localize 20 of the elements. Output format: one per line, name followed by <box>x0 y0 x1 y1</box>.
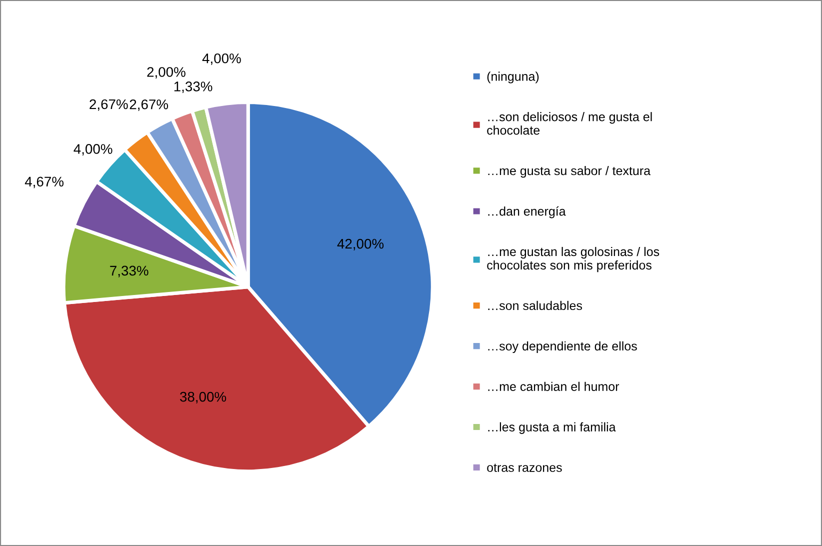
data-label: 4,67% <box>24 176 64 188</box>
data-label: 4,00% <box>74 144 112 156</box>
data-label: 2,67% <box>130 99 168 111</box>
legend-label: …me gustan las golosinas / los chocolates son mis preferidos <box>487 246 660 272</box>
legend-label: …les gusta a mi familia <box>488 422 616 434</box>
data-label: 2,00% <box>147 67 186 79</box>
legend-label: (ninguna) <box>487 72 539 84</box>
data-label: 2,67% <box>90 99 128 111</box>
data-label: 42,00% <box>337 238 384 250</box>
legend-label: otras razones <box>487 464 562 472</box>
legend-label: …son deliciosos / me gusta el chocolate <box>487 112 652 135</box>
data-label: 7,33% <box>110 266 148 278</box>
data-label: 4,00% <box>202 53 241 65</box>
data-label: 38,00% <box>180 392 226 404</box>
legend-label: …soy dependiente de ellos <box>488 341 637 353</box>
legend-label: …me gusta su sabor / textura <box>488 166 651 178</box>
legend-label: …dan energía <box>488 206 566 218</box>
data-label: 1,33% <box>174 82 212 94</box>
legend-label: …son saludables <box>488 300 582 310</box>
legend-label: …me cambian el humor <box>488 382 620 391</box>
